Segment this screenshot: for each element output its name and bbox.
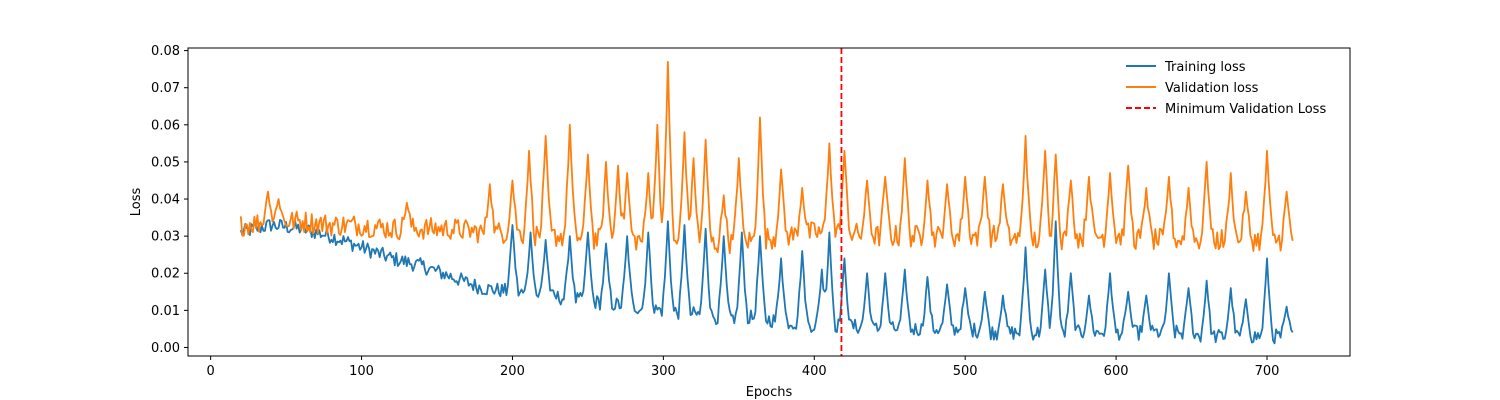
x-tick-label: 400 — [802, 364, 827, 379]
training-loss-line — [239, 219, 1294, 345]
x-tick-label: 300 — [651, 364, 676, 379]
y-tick-label: 0.02 — [151, 267, 180, 282]
x-axis: 0 100 200 300 400 500 600 700 — [206, 356, 1279, 379]
legend-label-min-validation: Minimum Validation Loss — [1165, 102, 1326, 117]
x-tick-label: 500 — [953, 364, 978, 379]
y-tick-label: 0.06 — [151, 118, 180, 133]
legend-label-training: Training loss — [1164, 60, 1246, 75]
y-tick-label: 0.05 — [151, 155, 180, 170]
x-tick-label: 0 — [206, 364, 214, 379]
y-tick-label: 0.01 — [151, 304, 180, 319]
y-tick-label: 0.00 — [151, 341, 180, 356]
plot-frame — [187, 47, 1351, 357]
x-tick-label: 200 — [500, 364, 525, 379]
x-axis-label: Epochs — [746, 385, 793, 400]
x-tick-label: 600 — [1104, 364, 1129, 379]
y-tick-label: 0.07 — [151, 81, 180, 96]
y-axis: 0.00 0.01 0.02 0.03 0.04 0.05 0.06 0.07 0.08 — [151, 44, 188, 356]
legend-label-validation: Validation loss — [1165, 81, 1259, 96]
x-tick-label: 700 — [1255, 364, 1280, 379]
legend: Training loss Validation loss Minimum Va… — [1126, 60, 1326, 117]
validation-loss-line — [239, 60, 1294, 255]
y-tick-label: 0.03 — [151, 230, 180, 245]
y-tick-label: 0.04 — [151, 193, 180, 208]
plot-area — [239, 48, 1294, 356]
x-tick-label: 100 — [349, 364, 374, 379]
y-axis-label: Loss — [129, 188, 144, 217]
y-tick-label: 0.08 — [151, 44, 180, 59]
